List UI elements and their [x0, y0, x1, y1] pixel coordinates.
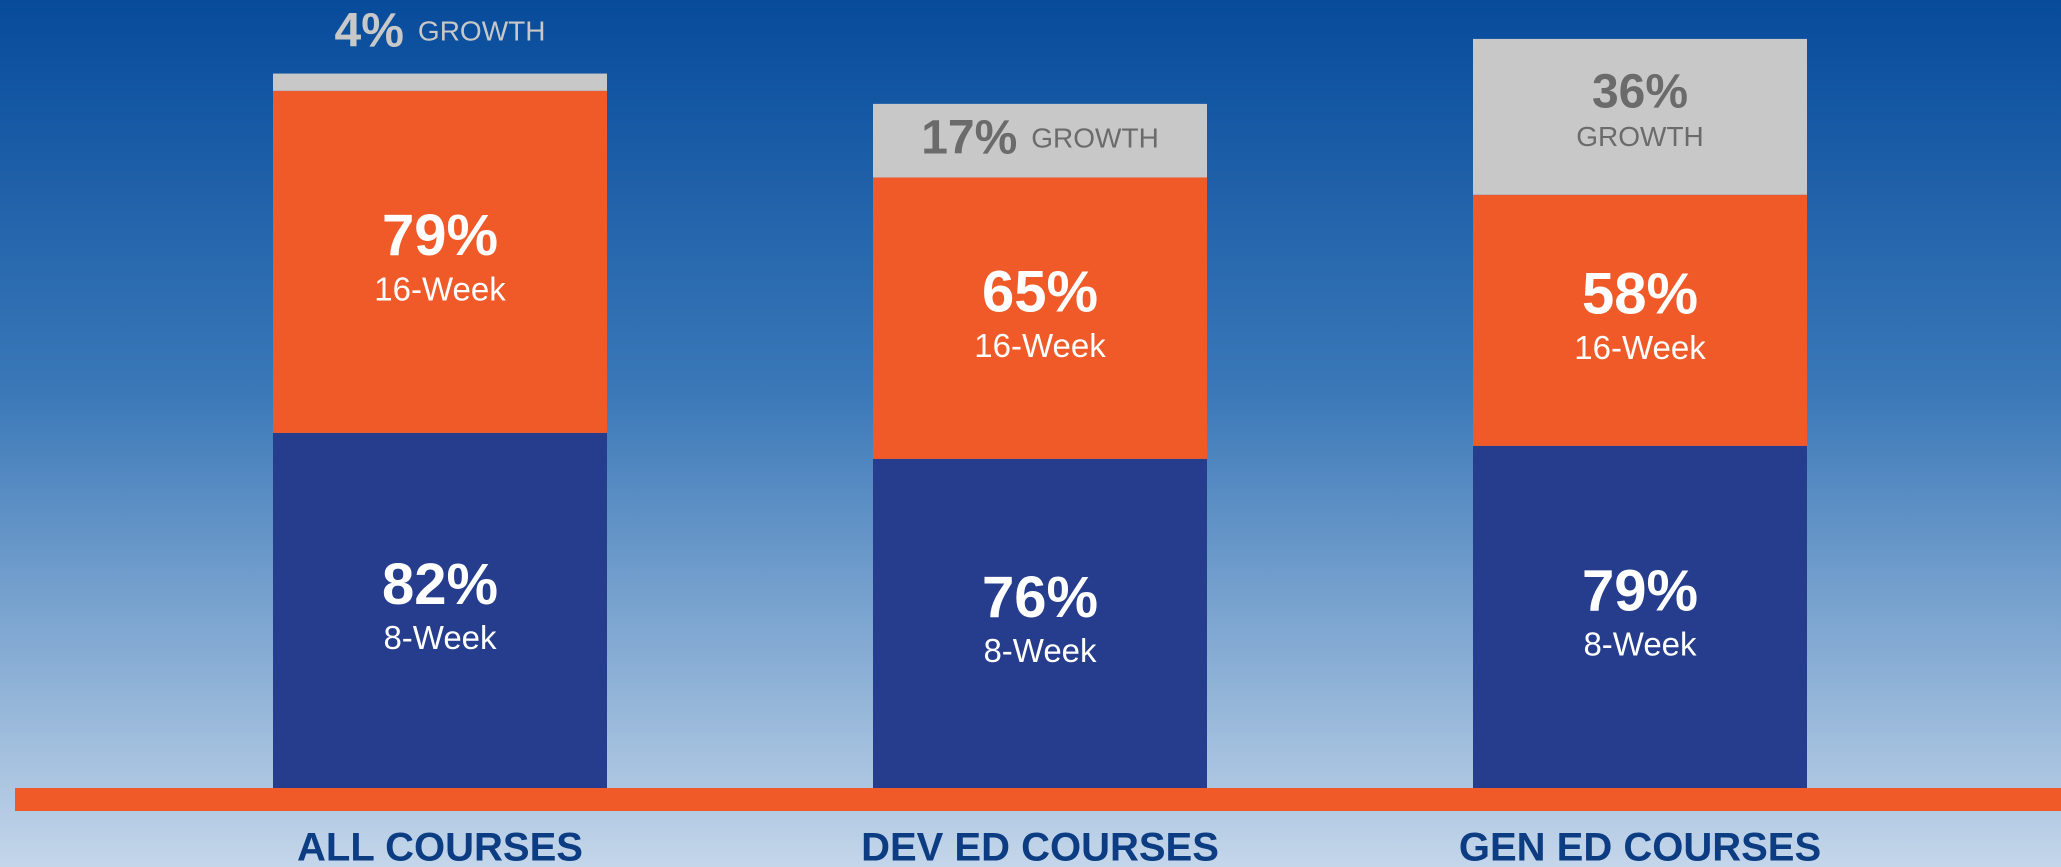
- series-label: 16-Week: [974, 327, 1106, 364]
- series-label: 8-Week: [983, 632, 1097, 669]
- series-label: GROWTH: [1031, 123, 1159, 154]
- category-label: GEN ED COURSES: [1459, 826, 1821, 867]
- series-label: 16-Week: [1574, 329, 1706, 366]
- bar-segment: [273, 90, 607, 433]
- series-label: GROWTH: [418, 16, 546, 47]
- bar-segment: [873, 103, 1207, 178]
- baseline: [15, 788, 2061, 811]
- value-label: 65%: [982, 260, 1098, 325]
- bar-segment: [273, 73, 607, 91]
- category-label: ALL COURSES: [297, 826, 583, 867]
- series-label: 8-Week: [1583, 626, 1697, 663]
- value-label: 58%: [1582, 262, 1698, 327]
- value-label: 4%: [335, 4, 404, 57]
- bar-segment: [873, 458, 1207, 788]
- category-label: DEV ED COURSES: [861, 826, 1219, 867]
- value-label: 82%: [382, 552, 498, 617]
- bar-segment: [1473, 194, 1807, 446]
- bar-segment: [273, 432, 607, 788]
- value-label: 79%: [1582, 558, 1698, 623]
- value-label: 17%: [921, 111, 1017, 164]
- value-label: 76%: [982, 565, 1098, 630]
- value-label: 79%: [382, 203, 498, 268]
- bar-segment: [873, 177, 1207, 459]
- growth-label: 4% GROWTH: [335, 4, 546, 57]
- bar-segment: [1473, 445, 1807, 788]
- series-label: 16-Week: [374, 271, 506, 308]
- series-label: GROWTH: [1576, 121, 1704, 152]
- value-label: 36%: [1592, 66, 1688, 119]
- growth-label: 17% GROWTH: [921, 111, 1159, 164]
- bar-segment: [1473, 38, 1807, 195]
- series-label: 8-Week: [383, 619, 497, 656]
